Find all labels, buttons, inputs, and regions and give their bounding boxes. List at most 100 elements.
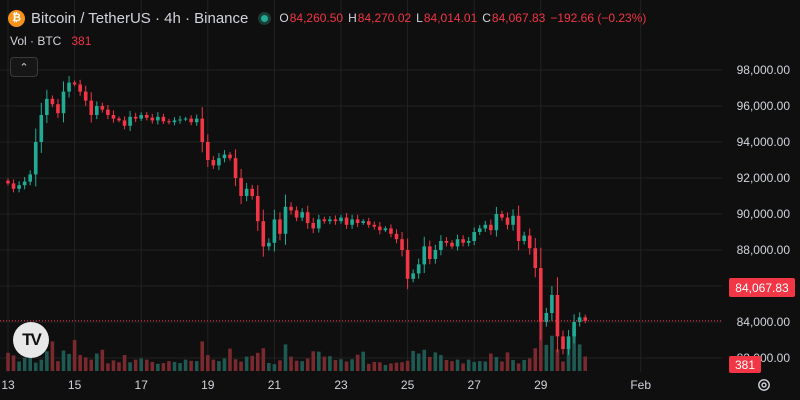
- volume-bar: [339, 359, 343, 371]
- volume-bar: [33, 362, 38, 371]
- volume-bar: [244, 356, 249, 371]
- candle-body: [416, 264, 421, 274]
- volume-bar: [311, 351, 316, 371]
- close-value: 84,067.83: [491, 11, 546, 25]
- candle-body: [489, 224, 493, 231]
- volume-bar: [439, 355, 443, 371]
- y-tick-label: 88,000.00: [737, 243, 791, 257]
- candle-body: [494, 214, 499, 231]
- volume-bar: [494, 356, 499, 371]
- volume-bar: [283, 344, 288, 371]
- candle-body: [355, 219, 360, 223]
- volume-bar: [83, 357, 88, 371]
- symbol-legend[interactable]: ₿ Bitcoin / TetherUS · 4h · Binance O 84,…: [8, 8, 646, 28]
- volume-bar: [527, 358, 532, 371]
- volume-bar: [566, 348, 571, 371]
- candle-body: [539, 268, 543, 322]
- x-tick-label: 29: [534, 378, 548, 392]
- price-axis[interactable]: 82,000.0084,000.0086,000.0088,000.0090,0…: [737, 63, 791, 365]
- volume-bar: [278, 360, 282, 371]
- volume-bar: [516, 363, 521, 371]
- candle-body: [67, 82, 71, 92]
- candle-body: [39, 115, 44, 142]
- volume-bar: [466, 359, 471, 371]
- volume-legend[interactable]: Vol · BTC 381: [10, 34, 91, 48]
- volume-bar: [28, 357, 32, 371]
- candle-body: [194, 118, 199, 123]
- candle-body: [244, 188, 249, 196]
- volume-bar: [139, 358, 143, 371]
- symbol-name[interactable]: Bitcoin / TetherUS: [31, 9, 151, 27]
- candle-body: [372, 224, 377, 227]
- btc-icon: ₿: [8, 9, 25, 27]
- candle-body: [583, 317, 587, 321]
- exchange[interactable]: Binance: [194, 9, 249, 27]
- volume-bar: [294, 360, 299, 371]
- volume-label: Vol · BTC: [10, 34, 62, 48]
- candle-body: [78, 84, 82, 92]
- volume-bar: [189, 360, 193, 371]
- candle-body: [577, 317, 582, 322]
- volume-bar: [522, 360, 526, 371]
- candle-body: [505, 217, 510, 225]
- volume-bar: [450, 361, 454, 371]
- volume-bar: [200, 341, 205, 371]
- candle-body: [439, 241, 443, 250]
- volume-bar: [572, 328, 576, 371]
- candle-body: [461, 239, 465, 243]
- volume-bar: [217, 361, 221, 371]
- candle-body: [389, 228, 393, 234]
- volume-bar: [472, 361, 476, 371]
- separator: ·: [150, 9, 165, 27]
- market-status-icon[interactable]: [258, 11, 272, 25]
- candle-body: [450, 242, 454, 247]
- collapse-legend-button[interactable]: ⌃: [10, 57, 38, 77]
- volume-bar: [255, 352, 260, 371]
- time-axis[interactable]: 13 15 17 19 21 23 25 27 29 Feb: [1, 378, 651, 392]
- volume-bar: [577, 344, 582, 371]
- candle-body: [516, 215, 521, 241]
- volume-bar: [383, 364, 388, 371]
- candle-body: [278, 219, 282, 234]
- volume-bar: [300, 361, 304, 371]
- candle-body: [400, 239, 404, 250]
- candle-body: [444, 241, 449, 243]
- candle-body: [22, 181, 27, 186]
- volume-bar: [111, 360, 116, 371]
- y-tick-label: 96,000.00: [737, 99, 791, 113]
- gear-icon[interactable]: [756, 377, 772, 393]
- volume-bar: [106, 363, 110, 371]
- volume-bar: [178, 363, 182, 371]
- volume-bar: [366, 363, 371, 371]
- tradingview-logo-icon[interactable]: TV: [13, 322, 49, 358]
- candle-body: [211, 160, 216, 166]
- candle-body: [50, 98, 55, 105]
- volume-bar: [477, 361, 482, 371]
- candle-body: [294, 210, 299, 218]
- candle-body: [61, 91, 66, 114]
- volume-bar: [416, 353, 421, 371]
- volume-bar: [250, 355, 254, 371]
- volume-bar: [333, 360, 338, 371]
- volume-bar: [505, 352, 510, 371]
- candle-body: [6, 180, 10, 184]
- volume-bar: [500, 361, 504, 371]
- volume-bar: [267, 363, 271, 371]
- candle-body: [161, 116, 166, 122]
- volume-bar: [533, 348, 538, 371]
- candle-body: [150, 117, 155, 121]
- volume-bar: [150, 361, 155, 371]
- candle-body: [156, 116, 160, 121]
- candle-body: [172, 120, 177, 123]
- volume-bar: [394, 362, 399, 371]
- candle-body: [133, 116, 138, 119]
- volume-bar: [372, 361, 377, 371]
- interval[interactable]: 4h: [164, 9, 181, 27]
- volume-bar: [272, 364, 277, 371]
- volume-bar: [544, 344, 549, 371]
- volume-bar: [400, 362, 404, 371]
- volume-bar: [411, 350, 415, 371]
- volume-bar: [144, 359, 149, 371]
- candle-body: [378, 226, 382, 231]
